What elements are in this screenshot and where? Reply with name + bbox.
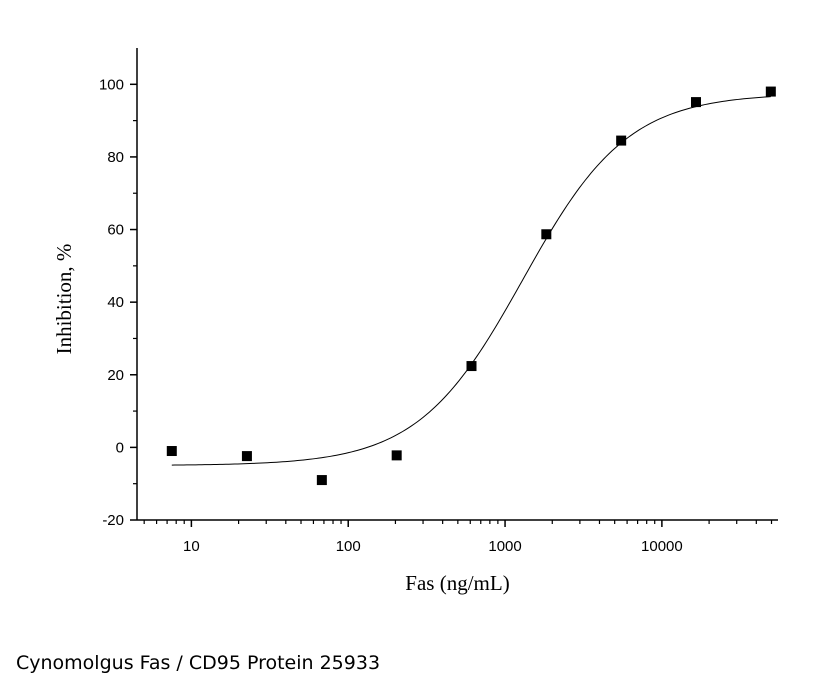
y-ticks: -20 0 20 40 60 80 100 (99, 76, 137, 529)
axes (136, 48, 778, 521)
y-tick-label: 60 (107, 222, 124, 239)
data-markers (166, 86, 776, 486)
x-tick-label: 10000 (641, 538, 683, 555)
y-tick-label: 80 (107, 149, 124, 166)
x-tick-label: 10 (183, 538, 200, 555)
x-tick-label: 1000 (488, 538, 521, 555)
y-tick-label: 40 (107, 294, 124, 311)
y-tick-label: 0 (116, 439, 124, 456)
data-point (690, 97, 701, 108)
data-point (541, 229, 552, 240)
y-axis-title: Inhibition, % (52, 244, 76, 355)
x-tick-label: 100 (336, 538, 361, 555)
x-axis-title: Fas (ng/mL) (405, 571, 509, 595)
y-tick-label: -20 (102, 512, 124, 529)
data-point (765, 86, 776, 97)
y-tick-label: 100 (99, 76, 124, 93)
data-point (241, 451, 252, 462)
figure-caption: Cynomolgus Fas / CD95 Protein 25933 (16, 652, 381, 674)
fit-curve (171, 96, 771, 466)
data-point (616, 135, 627, 146)
data-point (316, 475, 327, 486)
y-tick-label: 20 (107, 367, 124, 384)
data-point (466, 361, 477, 372)
data-point (391, 450, 402, 461)
data-point (166, 446, 177, 457)
x-ticks: 10 100 1000 10000 (143, 520, 773, 555)
